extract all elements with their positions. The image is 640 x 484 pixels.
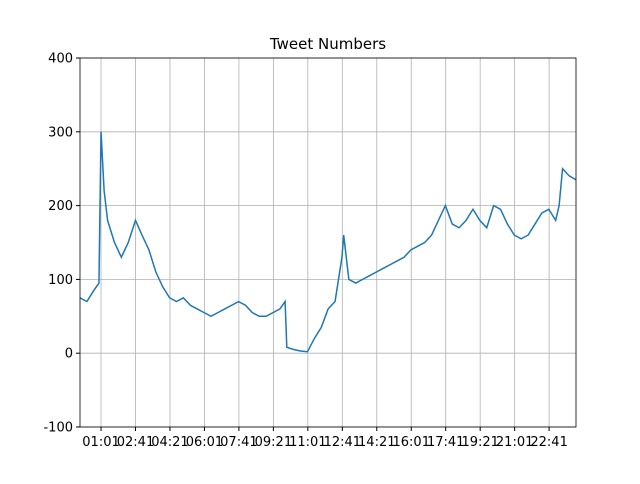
- x-tick-label: 14:21: [358, 435, 395, 450]
- x-tick-label: 19:21: [461, 435, 498, 450]
- line: [79, 131, 577, 353]
- chart-title: Tweet Numbers: [269, 35, 386, 53]
- x-tick-label: 12:41: [324, 435, 361, 450]
- x-tick-label: 06:01: [186, 435, 223, 450]
- x-tick-label: 02:41: [117, 435, 154, 450]
- x-tick-label: 07:41: [220, 435, 257, 450]
- y-tick-label: 0: [65, 347, 73, 362]
- y-tick-label: 300: [48, 125, 73, 140]
- y-tick-label: -100: [43, 421, 73, 436]
- x-tick-label: 17:41: [427, 435, 464, 450]
- x-tick-label: 04:21: [151, 435, 188, 450]
- x-tick-label: 01:01: [82, 435, 119, 450]
- x-tick-label: 09:21: [255, 435, 292, 450]
- plot-frame: [79, 57, 577, 428]
- x-tick-label: 16:01: [393, 435, 430, 450]
- y-tick-label: 200: [48, 199, 73, 214]
- y-tick-label: 400: [48, 52, 73, 67]
- x-tick-label: 21:01: [496, 435, 533, 450]
- y-tick-label: 100: [48, 273, 73, 288]
- x-tick-label: 11:01: [289, 435, 326, 450]
- x-tick-label: 22:41: [530, 435, 567, 450]
